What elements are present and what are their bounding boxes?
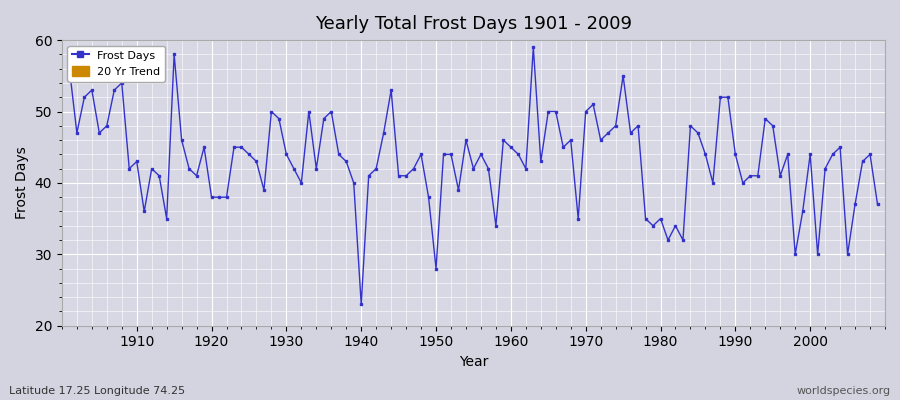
Text: Latitude 17.25 Longitude 74.25: Latitude 17.25 Longitude 74.25 (9, 386, 185, 396)
Legend: Frost Days, 20 Yr Trend: Frost Days, 20 Yr Trend (68, 46, 165, 82)
Y-axis label: Frost Days: Frost Days (15, 146, 29, 219)
Title: Yearly Total Frost Days 1901 - 2009: Yearly Total Frost Days 1901 - 2009 (315, 15, 632, 33)
X-axis label: Year: Year (459, 355, 488, 369)
Text: worldspecies.org: worldspecies.org (796, 386, 891, 396)
